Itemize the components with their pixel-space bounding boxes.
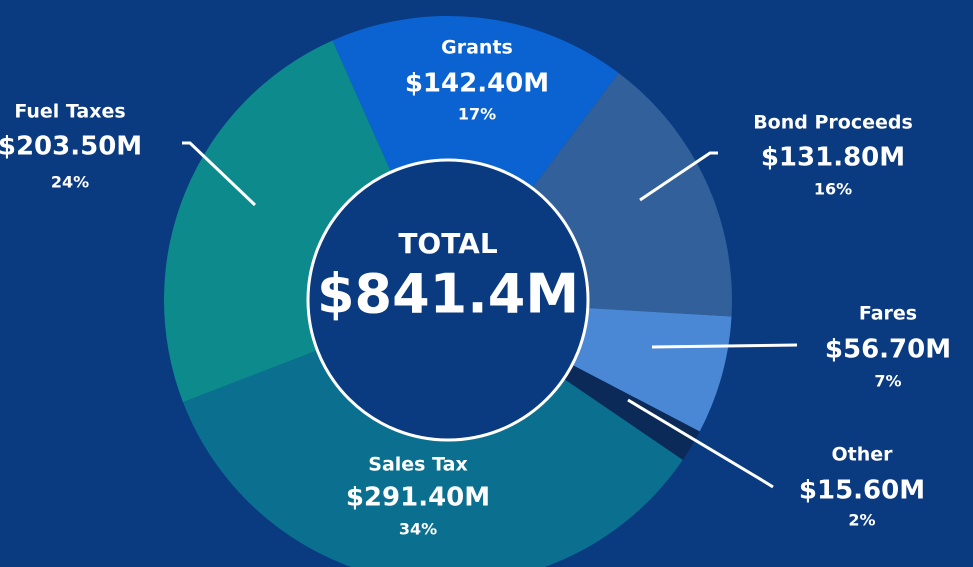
slice-name: Fares [859, 303, 917, 325]
slice-name: Fuel Taxes [14, 101, 125, 123]
slice-value: $56.70M [825, 335, 951, 365]
slice-value: $291.40M [346, 483, 490, 513]
total-value: $841.4M [317, 263, 579, 326]
slice-percent: 2% [848, 511, 875, 530]
slice-value: $15.60M [799, 476, 925, 506]
leader-line [182, 141, 257, 207]
slice-value: $142.40M [405, 69, 549, 99]
leader-line [651, 343, 798, 349]
slice-percent: 24% [51, 173, 89, 192]
slice-name: Grants [441, 37, 513, 59]
slice [332, 16, 619, 301]
slice-name: Bond Proceeds [753, 112, 913, 134]
slice-percent: 34% [399, 520, 437, 539]
leader-line [627, 398, 774, 489]
slice-percent: 16% [814, 180, 852, 199]
slice-percent: 7% [874, 372, 901, 391]
leader-line [639, 151, 718, 202]
slice-name: Sales Tax [368, 454, 467, 476]
slice-value: $203.50M [0, 132, 142, 162]
slice-value: $131.80M [761, 143, 905, 173]
center-circle [306, 158, 590, 442]
slice-name: Other [831, 444, 893, 466]
total-label: TOTAL [398, 227, 497, 260]
slice-percent: 17% [458, 105, 496, 124]
